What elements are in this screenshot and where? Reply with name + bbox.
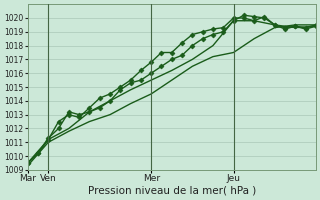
X-axis label: Pression niveau de la mer( hPa ): Pression niveau de la mer( hPa ) [88,186,256,196]
